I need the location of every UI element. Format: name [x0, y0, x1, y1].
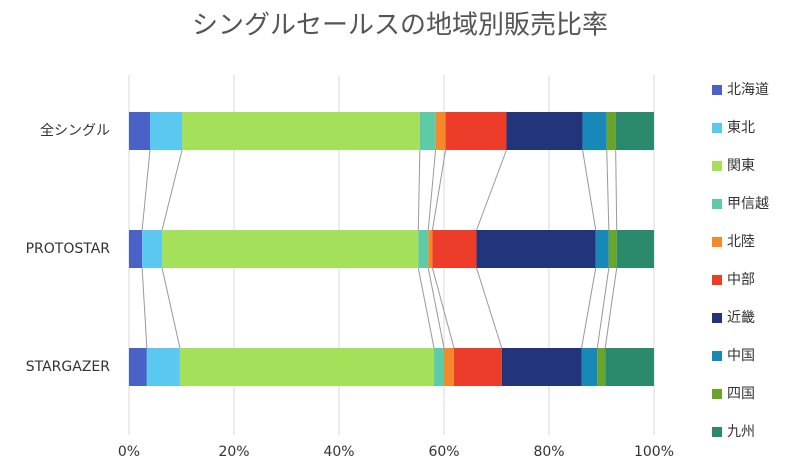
series-line [606, 149, 610, 231]
bar-segment [581, 348, 598, 386]
series-line [582, 149, 597, 231]
legend-swatch [712, 85, 722, 95]
y-tick-label: PROTOSTAR [26, 241, 111, 257]
series-line [417, 149, 421, 231]
x-tick-label: 100% [634, 444, 674, 460]
bar-segment [129, 348, 147, 386]
bar-segment [129, 230, 143, 268]
bar-segment [453, 348, 502, 386]
legend-swatch [712, 123, 722, 133]
x-tick-label: 60% [428, 444, 459, 460]
legend-label: 北陸 [727, 234, 755, 250]
legend-label: 九州 [727, 424, 755, 440]
series-line [431, 267, 455, 349]
legend-swatch [712, 199, 722, 209]
y-tick-label: 全シングル [40, 122, 110, 139]
series-line [141, 267, 148, 349]
series-line [417, 267, 435, 349]
bar-segment [605, 348, 654, 386]
bar-segment [597, 348, 606, 386]
series-line [141, 149, 151, 231]
bar-segment [182, 112, 420, 150]
bar-segment [444, 348, 454, 386]
chart-title: シングルセールスの地域別販売比率 [192, 11, 608, 41]
legend-label: 関東 [727, 158, 755, 174]
series-line [427, 149, 437, 231]
bar-segment [129, 112, 150, 150]
legend-swatch [712, 275, 722, 285]
bar-segment [419, 112, 436, 150]
bar-segment [606, 112, 616, 150]
series-line [476, 267, 503, 349]
x-tick-label: 20% [218, 444, 249, 460]
series-line [581, 267, 597, 349]
legend-label: 中国 [727, 348, 755, 364]
bar-segment [432, 230, 477, 268]
legend-swatch [712, 351, 722, 361]
series-line [615, 149, 618, 231]
bar-segment [142, 230, 163, 268]
bar-segment [428, 230, 433, 268]
series-line [596, 267, 610, 349]
series-line [431, 149, 447, 231]
bar-segment [434, 348, 444, 386]
bar-segment [506, 112, 583, 150]
bar-segment [162, 230, 419, 268]
bar-segment [615, 112, 654, 150]
series-line [476, 149, 507, 231]
x-tick-label: 40% [323, 444, 354, 460]
legend-label: 北海道 [727, 82, 769, 98]
series-line [161, 149, 183, 231]
series-line [161, 267, 181, 349]
legend-label: 中部 [727, 272, 755, 288]
bar-segment [476, 230, 596, 268]
bar-segment [418, 230, 429, 268]
y-tick-label: STARGAZER [26, 359, 111, 375]
series-line [427, 267, 445, 349]
bar-segment [150, 112, 183, 150]
bar-segment [616, 230, 654, 268]
bar-segment [445, 112, 507, 150]
legend-label: 近畿 [727, 310, 755, 326]
x-tick-label: 80% [533, 444, 564, 460]
bar-segment [179, 348, 435, 386]
bar-segment [146, 348, 180, 386]
legend-label: 甲信越 [727, 196, 769, 212]
bar-segment [435, 112, 446, 150]
legend-swatch [712, 313, 722, 323]
x-tick-label: 0% [118, 444, 140, 460]
bar-segment [501, 348, 582, 386]
bar-segment [608, 230, 617, 268]
bar-segment [582, 112, 607, 150]
legend-label: 東北 [727, 120, 755, 136]
legend-swatch [712, 389, 722, 399]
legend-label: 四国 [727, 386, 755, 402]
legend-swatch [712, 161, 722, 171]
series-line [604, 267, 618, 349]
legend-swatch [712, 427, 722, 437]
legend-swatch [712, 237, 722, 247]
bar-segment [595, 230, 609, 268]
